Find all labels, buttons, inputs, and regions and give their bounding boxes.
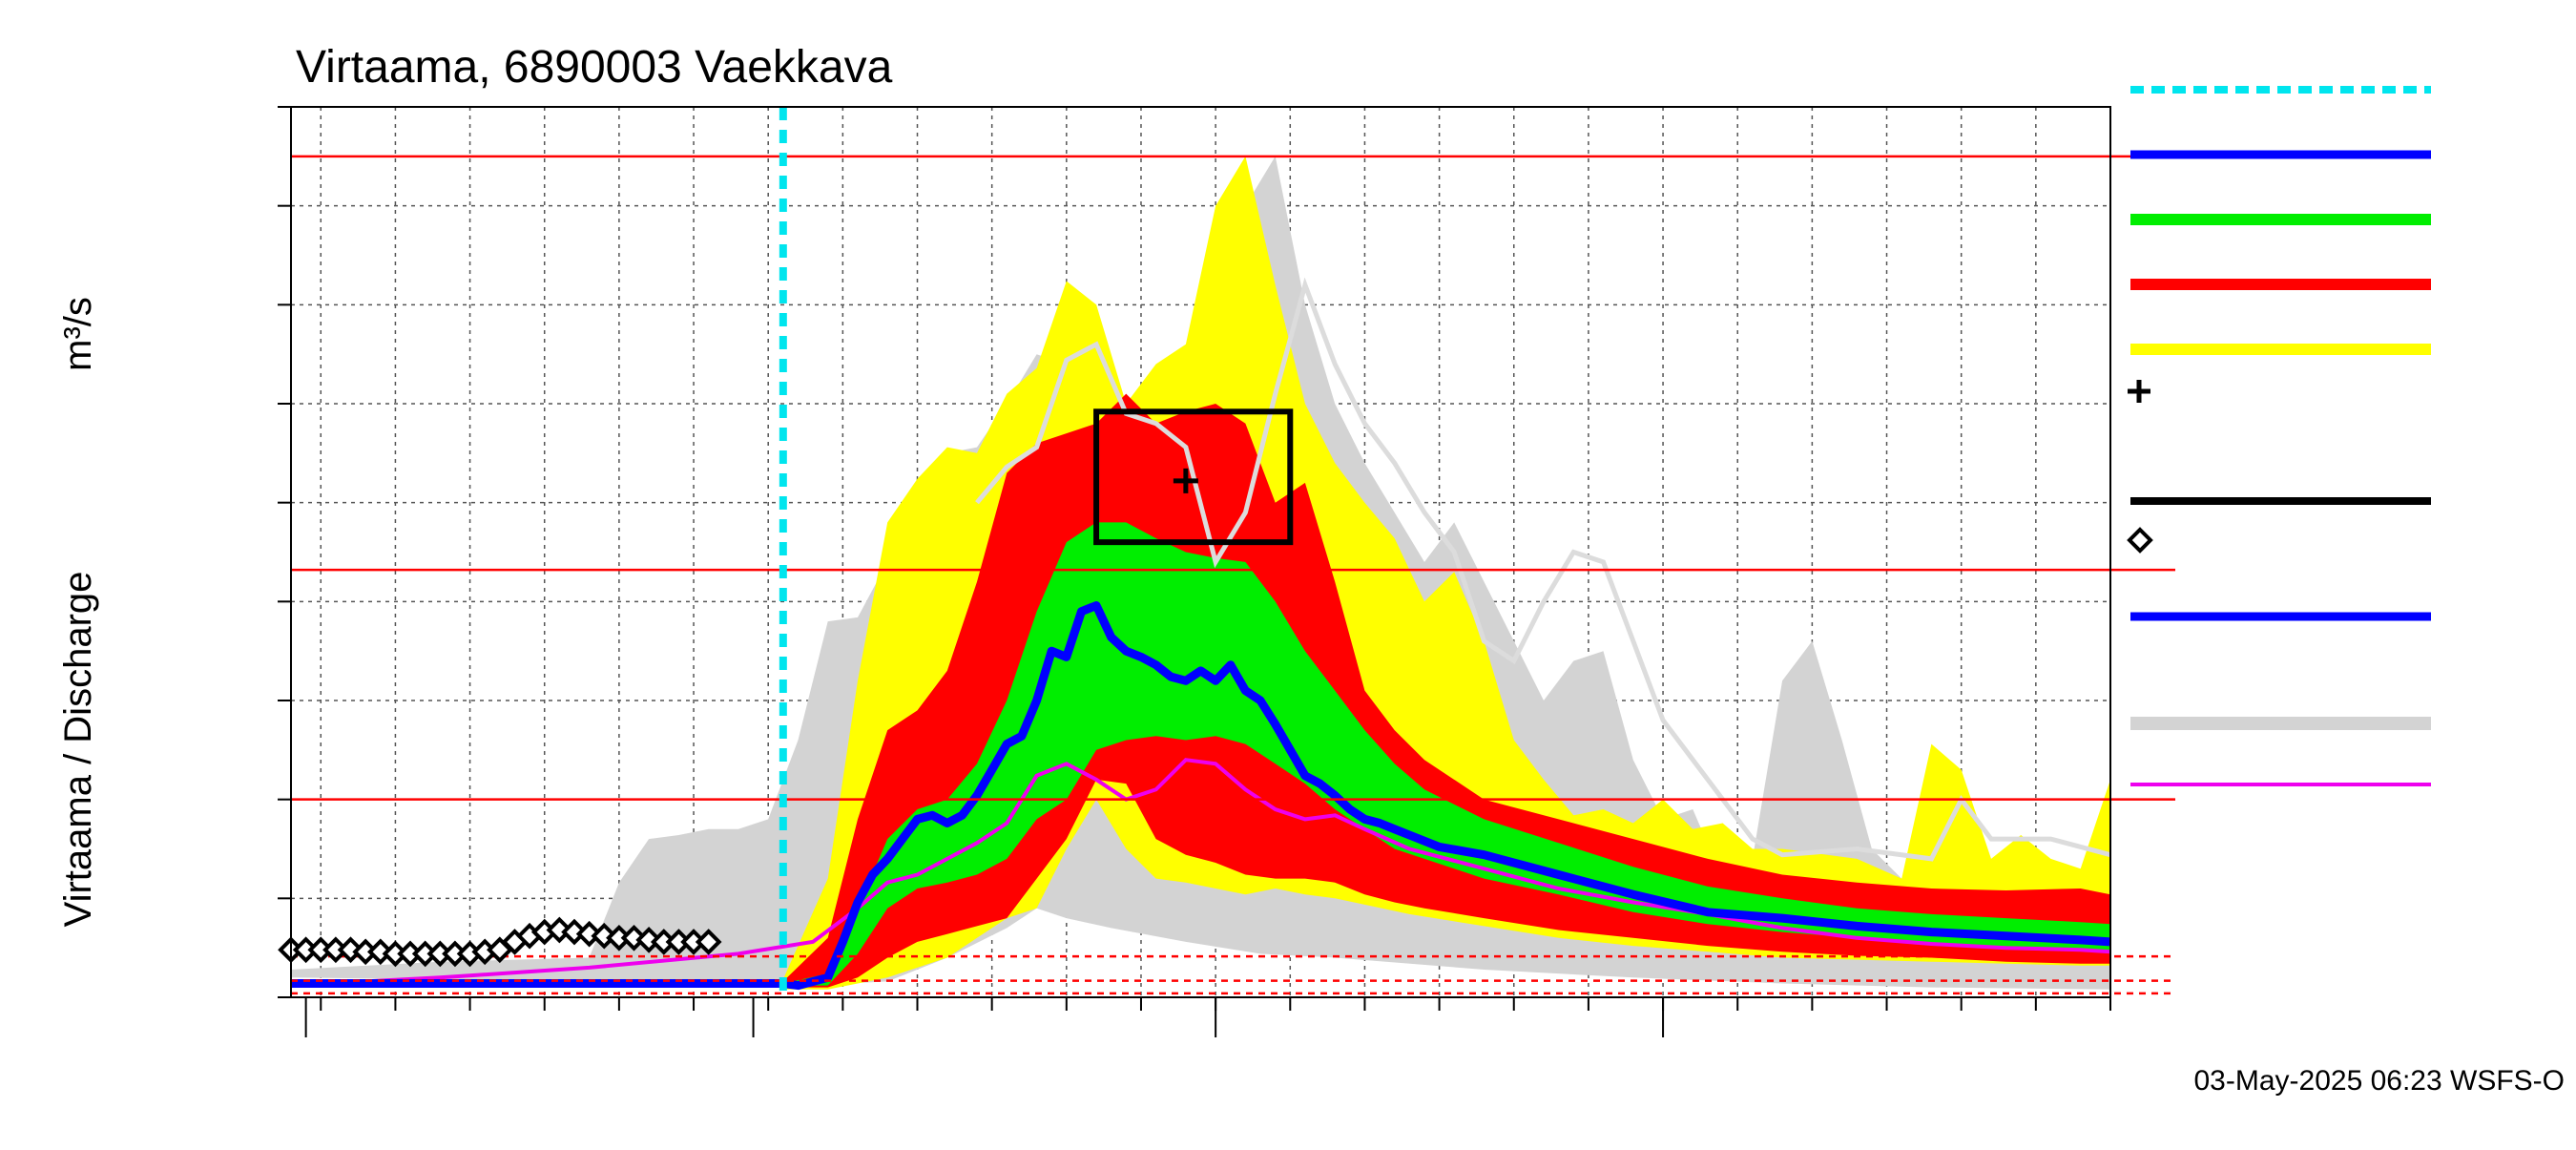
axes xyxy=(278,106,2111,1037)
legend-swatch-observed xyxy=(2127,527,2153,554)
observed-point xyxy=(591,922,618,950)
chart-title: Virtaama, 6890003 Vaekkava xyxy=(296,42,893,93)
observed-point xyxy=(337,936,364,964)
observed-point xyxy=(561,918,588,946)
probable-peak-box xyxy=(1093,408,1294,546)
mean-peak-marker xyxy=(1173,468,1198,493)
legend xyxy=(2127,86,2431,786)
median-forecast-line xyxy=(291,601,2110,991)
observed-point xyxy=(635,927,662,953)
historical-median-line xyxy=(291,758,2110,988)
plot-area xyxy=(278,107,2175,997)
y-axis-unit: m³/s xyxy=(57,297,99,371)
timestamp: 03-May-2025 06:23 WSFS-O xyxy=(2194,1065,2566,1097)
sample-history-line xyxy=(975,277,2110,862)
legend-swatch-mean-peak xyxy=(2128,380,2150,403)
y-axis-label: Virtaama / Discharge xyxy=(57,572,99,928)
observed-point xyxy=(695,929,722,955)
observed-point xyxy=(546,916,573,944)
plot-frame xyxy=(290,106,2111,998)
